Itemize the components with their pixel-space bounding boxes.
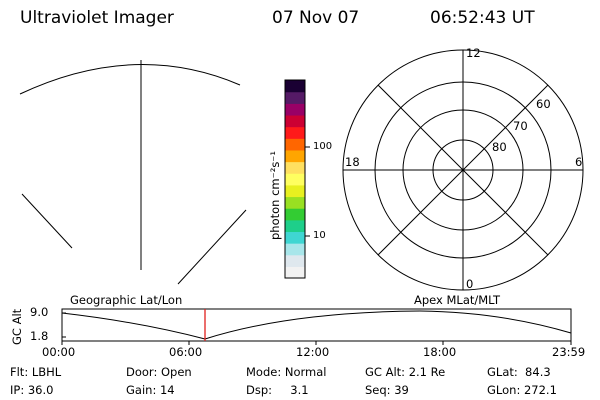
date-label: 07 Nov 07 <box>272 8 360 28</box>
altitude-curve <box>61 310 572 340</box>
status-seq: Seq: 39 <box>365 383 409 397</box>
colorbar-frame <box>284 79 306 279</box>
colorbar-cell <box>285 91 305 104</box>
colorbar-cell <box>285 184 305 198</box>
status-dsp: Dsp: 3.1 <box>246 383 309 397</box>
status-mode: Mode: Normal <box>246 365 327 379</box>
status-door: Door: Open <box>126 365 192 379</box>
colorbar-cell <box>285 196 305 209</box>
colorbar-label-10: 10 <box>313 230 326 241</box>
colorbar-label-100: 100 <box>313 141 333 152</box>
colorbar-cell <box>285 126 305 139</box>
status-ip: IP: 36.0 <box>10 383 54 397</box>
mlt-label-18: 18 <box>345 155 360 169</box>
map-line-left <box>21 193 73 249</box>
mlt-label-6: 6 <box>575 155 583 169</box>
status-glat: GLat: 84.3 <box>487 365 551 379</box>
polar-diagonal-b <box>377 84 549 256</box>
geographic-map <box>19 60 247 285</box>
y-tick-9: 9.0 <box>30 305 49 319</box>
x-tick-0600: 06:00 <box>169 345 203 359</box>
timeline-frame <box>61 308 572 342</box>
colorbar-cell <box>285 138 305 151</box>
colorbar-cell <box>285 80 305 93</box>
timeline-panel <box>61 308 572 345</box>
app-title: Ultraviolet Imager <box>20 8 174 28</box>
colorbar-cell <box>285 243 305 256</box>
colorbar <box>284 79 310 279</box>
geographic-label: Geographic Lat/Lon <box>70 293 183 307</box>
colorbar-cell <box>285 173 305 186</box>
mlt-label-0: 0 <box>466 277 474 291</box>
map-arc <box>19 64 241 95</box>
status-gain: Gain: 14 <box>126 383 175 397</box>
mlat-label-60: 60 <box>536 97 551 111</box>
colorbar-cell <box>285 266 305 279</box>
x-tick-0000: 00:00 <box>42 345 76 359</box>
x-tick-1200: 12:00 <box>296 345 330 359</box>
colorbar-cell <box>285 231 305 244</box>
colorbar-cell <box>285 161 305 174</box>
map-line-right <box>177 209 247 285</box>
status-flt: Flt: LBHL <box>10 365 62 379</box>
gc-alt-axis-label: GC Alt <box>10 308 24 345</box>
colorbar-cell <box>285 254 305 267</box>
colorbar-cell <box>285 208 305 221</box>
mlt-label-12: 12 <box>466 46 481 60</box>
colorbar-cell <box>285 114 305 128</box>
status-gc-alt: GC Alt: 2.1 Re <box>365 365 446 379</box>
time-label: 06:52:43 UT <box>430 8 535 28</box>
colorbar-cell <box>285 219 305 233</box>
colorbar-cell <box>285 149 305 163</box>
y-tick-1-8: 1.8 <box>30 329 49 343</box>
apex-label: Apex MLat/MLT <box>414 293 501 307</box>
polar-plot <box>342 49 584 291</box>
x-tick-2359: 23:59 <box>552 345 586 359</box>
mlat-label-70: 70 <box>513 119 528 133</box>
mlat-label-80: 80 <box>492 140 507 154</box>
status-glon: GLon: 272.1 <box>487 383 557 397</box>
colorbar-cell <box>285 103 305 116</box>
colorbar-unit-label: photon cm⁻²s⁻¹ <box>268 151 282 240</box>
x-tick-1800: 18:00 <box>423 345 457 359</box>
